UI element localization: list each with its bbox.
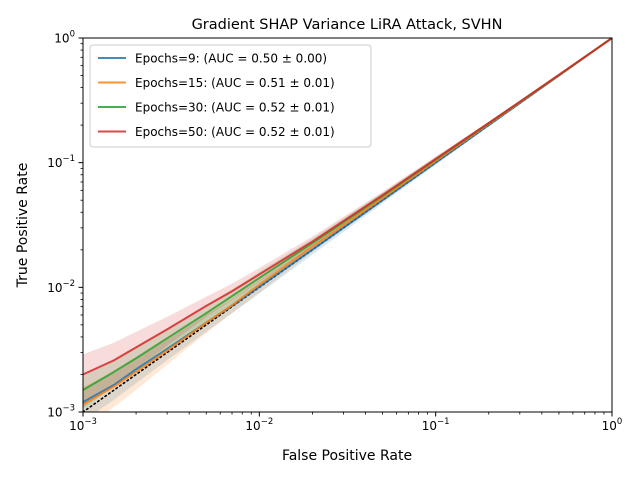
legend-label-2: Epochs=15: (AUC = 0.51 ± 0.01) (135, 76, 335, 90)
x-axis-label: False Positive Rate (282, 448, 412, 464)
legend: Epochs=9: (AUC = 0.50 ± 0.00) Epochs=15: … (89, 44, 372, 148)
legend-box (89, 44, 372, 148)
plot-frame (82, 37, 613, 413)
y-tick-label: 10−2 (47, 279, 75, 295)
series-lines (83, 38, 612, 406)
legend-label-1: Epochs=9: (AUC = 0.50 ± 0.00) (135, 52, 327, 66)
legend-label-4: Epochs=50: (AUC = 0.52 ± 0.01) (135, 125, 335, 139)
y-tick-label: 100 (54, 30, 75, 46)
x-tick-label: 100 (602, 417, 623, 433)
x-tick-label: 10−1 (422, 417, 450, 433)
x-tick-label: 10−3 (69, 417, 97, 433)
y-tick-label: 10−1 (47, 154, 75, 170)
legend-label-3: Epochs=30: (AUC = 0.52 ± 0.01) (135, 101, 335, 115)
x-tick-label: 10−2 (245, 417, 273, 433)
line-series-4 (83, 38, 612, 376)
y-tick-label: 10−3 (47, 404, 75, 420)
x-axis-ticks: 10−3 10−2 10−1 100 (69, 412, 622, 433)
y-axis-label: True Positive Rate (15, 163, 31, 289)
chart-title: Gradient SHAP Variance LiRA Attack, SVHN (192, 17, 503, 33)
y-axis-ticks: 10−3 10−2 10−1 100 (47, 30, 83, 420)
